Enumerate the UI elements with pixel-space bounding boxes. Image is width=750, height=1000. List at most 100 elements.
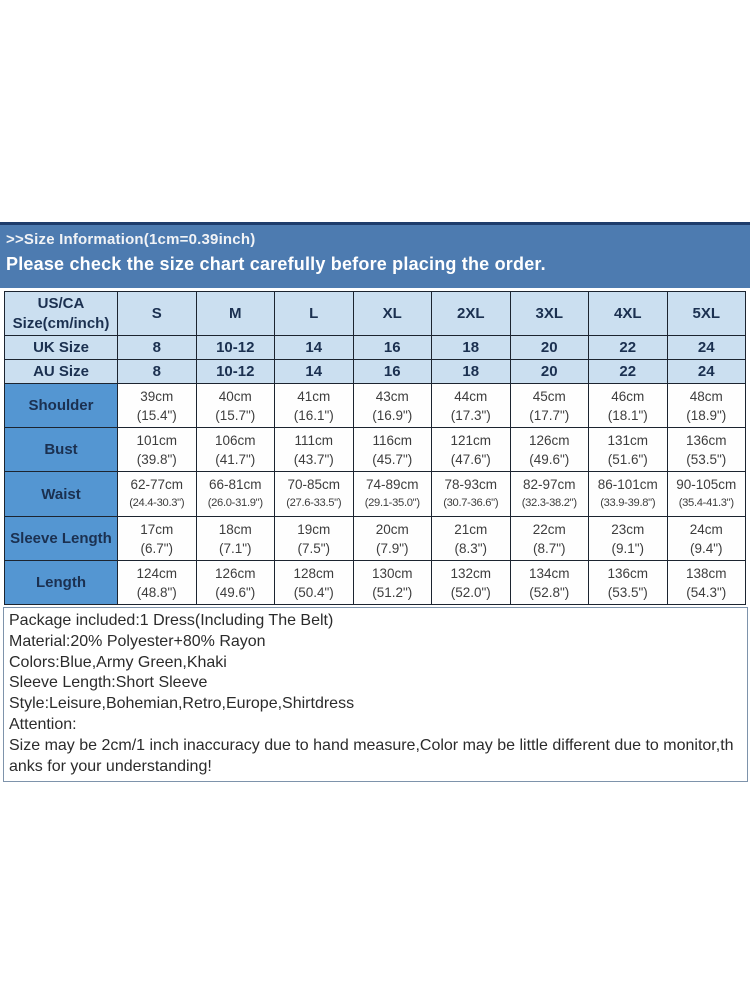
detail-line: Colors:Blue,Army Green,Khaki [9,653,227,671]
measurement-inch-value: (52.8") [529,584,570,600]
measurement-cm-value: 121cm [450,432,492,448]
detail-line: Material:20% Polyester+80% Rayon [9,632,266,650]
measurement-inch-value: (29.1-35.0") [364,497,420,509]
measurement-cell: 116cm (45.7") [352,427,432,472]
table-row-measurement: Length 124cm (48.8") 126cm (49.6") 128cm (50.4… [4,560,746,605]
size-table-body: US/CA Size(cm/inch) S M L XL 2XL 3XL 4XL 5XL UK S… [4,291,746,605]
measurement-cm-value: 20cm [375,521,409,537]
measurement-inch-value: (35.4-41.3") [678,497,734,509]
product-details: Package included:1 Dress(Including The B… [3,607,748,783]
measurement-inch-value: (47.6") [450,451,491,467]
measurement-cm-value: 136cm [607,565,649,581]
measurement-cell: 39cm (15.4") [117,383,197,428]
measurement-inch-value: (43.7") [293,451,334,467]
measurement-inch-value: (7.1") [218,540,252,556]
measurement-label: Shoulder [4,383,118,428]
us-ca-size-label: US/CA Size(cm/inch) [4,291,118,336]
size-column-header: M [195,291,275,336]
measurement-cell: 44cm (17.3") [431,383,511,428]
measurement-inch-value: (7.9") [375,540,409,556]
measurement-cm-value: 21cm [454,521,488,537]
measurement-inch-value: (53.5") [607,584,648,600]
region-size-value: 20 [509,359,589,384]
measurement-cm-value: 39cm [140,388,174,404]
measurement-cm-value: 78-93cm [444,477,498,492]
measurement-cell: 43cm (16.9") [352,383,432,428]
measurement-cell: 138cm (54.3") [666,560,746,605]
table-row-region-size: UK Size 8 10-12 14 16 18 20 22 24 [4,335,746,360]
measurement-inch-value: (49.6") [529,451,570,467]
measurement-cell: 62-77cm (24.4-30.3") [117,471,197,517]
region-size-value: 20 [509,335,589,360]
measurement-cm-value: 116cm [372,432,413,448]
measurement-inch-value: (9.4") [689,540,723,556]
detail-line: Package included:1 Dress(Including The B… [9,612,334,629]
measurement-inch-value: (53.5") [686,451,727,467]
detail-line: Size may be 2cm/1 inch inaccuracy due to… [9,736,734,775]
measurement-cell: 126cm (49.6") [509,427,589,472]
measurement-cell: 82-97cm (32.3-38.2") [509,471,589,517]
measurement-cell: 136cm (53.5") [588,560,668,605]
measurement-inch-value: (8.7") [532,540,566,556]
measurement-cm-value: 131cm [607,432,649,448]
measurement-cm-value: 86-101cm [597,477,658,492]
measurement-cm-value: 40cm [218,388,252,404]
measurement-inch-value: (17.3") [450,407,491,423]
measurement-cm-value: 126cm [528,432,570,448]
measurement-cell: 126cm (49.6") [195,560,275,605]
measurement-inch-value: (51.2") [372,584,413,600]
table-row-measurement: Shoulder 39cm (15.4") 40cm (15.7") 41cm (16.1"… [4,383,746,428]
measurement-cm-value: 41cm [297,388,331,404]
measurement-cell: 111cm (43.7") [274,427,354,472]
measurement-inch-value: (54.3") [686,584,727,600]
measurement-cell: 121cm (47.6") [431,427,511,472]
measurement-label: Sleeve Length [4,516,118,561]
measurement-inch-value: (7.5") [297,540,331,556]
measurement-cell: 18cm (7.1") [195,516,275,561]
top-whitespace [0,0,750,222]
measurement-cm-value: 74-89cm [365,477,419,492]
measurement-cm-value: 66-81cm [208,477,262,492]
region-size-value: 24 [666,335,746,360]
measurement-cell: 134cm (52.8") [509,560,589,605]
measurement-cell: 46cm (18.1") [588,383,668,428]
detail-line: Sleeve Length:Short Sleeve [9,674,208,692]
region-size-value: 14 [274,335,354,360]
measurement-cm-value: 101cm [136,432,178,448]
region-size-value: 8 [117,359,197,384]
measurement-cm-value: 136cm [685,432,727,448]
region-size-value: 18 [431,359,511,384]
table-row-size-header: US/CA Size(cm/inch) S M L XL 2XL 3XL 4XL 5XL [4,291,746,336]
measurement-inch-value: (18.1") [607,407,648,423]
measurement-cell: 20cm (7.9") [352,516,432,561]
measurement-cell: 86-101cm (33.9-39.8") [588,471,668,517]
table-row-measurement: Sleeve Length 17cm (6.7") 18cm (7.1") 19cm (7.… [4,516,746,561]
measurement-inch-value: (48.8") [136,584,177,600]
measurement-cell: 41cm (16.1") [274,383,354,428]
size-table: US/CA Size(cm/inch) S M L XL 2XL 3XL 4XL 5XL UK S… [4,291,746,605]
measurement-inch-value: (51.6") [607,451,648,467]
table-row-measurement: Bust 101cm (39.8") 106cm (41.7") 111cm (43.7")… [4,427,746,472]
measurement-inch-value: (15.4") [136,407,177,423]
measurement-cm-value: 18cm [218,521,252,537]
measurement-cell: 130cm (51.2") [352,560,432,605]
measurement-cm-value: 22cm [532,521,566,537]
measurement-cm-value: 46cm [611,388,645,404]
measurement-cm-value: 90-105cm [676,477,737,492]
measurement-inch-value: (26.0-31.9") [207,497,263,509]
measurement-cm-value: 124cm [136,565,178,581]
measurement-inch-value: (39.8") [136,451,177,467]
measurement-cm-value: 17cm [140,521,174,537]
measurement-cm-value: 111cm [294,432,334,448]
region-size-label: UK Size [4,335,118,360]
measurement-inch-value: (32.3-38.2") [521,497,577,509]
measurement-inch-value: (15.7") [215,407,256,423]
measurement-cell: 128cm (50.4") [274,560,354,605]
size-column-header: 2XL [431,291,511,336]
size-column-header: 5XL [666,291,746,336]
measurement-inch-value: (6.7") [140,540,174,556]
measurement-inch-value: (33.9-39.8") [600,497,656,509]
region-size-value: 16 [352,359,432,384]
region-size-value: 22 [588,359,668,384]
measurement-label: Length [4,560,118,605]
